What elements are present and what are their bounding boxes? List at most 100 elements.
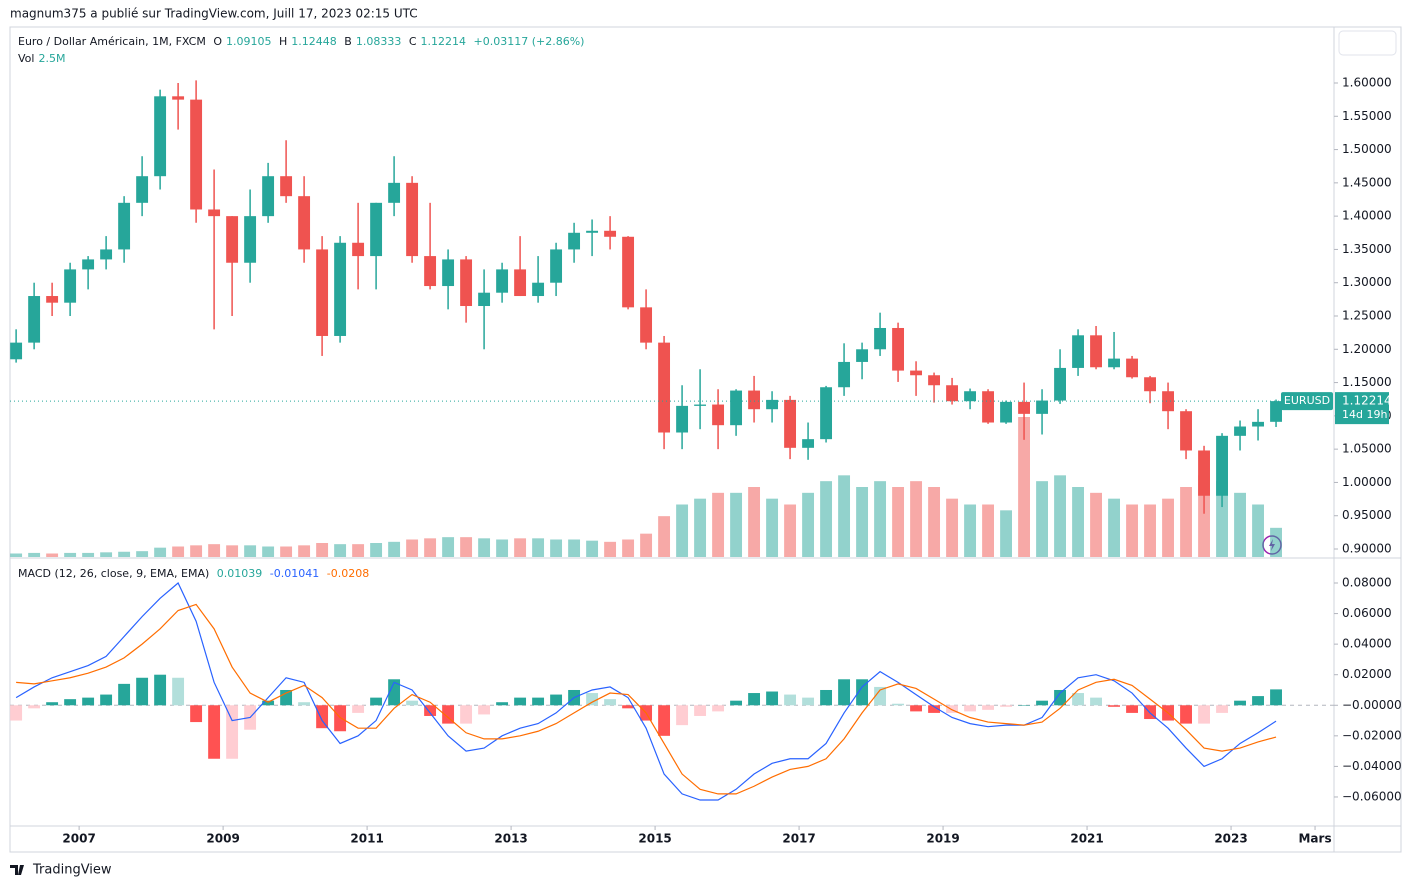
candle-body [1000,401,1012,423]
close-value: 1.12214 [420,35,467,48]
candle-body [154,96,167,177]
volume-legend: Vol 2.5M [18,52,69,65]
ohlc-label: O [213,35,222,48]
symbol-badge [1281,392,1333,411]
histogram-bar [1126,705,1138,713]
volume-bar [766,498,779,557]
candle-body [784,399,797,448]
last-price-label: 1.12214 [1342,394,1392,408]
candle-body [1108,358,1120,368]
histogram-bar [316,705,329,729]
histogram-bar [586,693,599,706]
x-tick-label: 2023 [1214,832,1247,846]
histogram-bar [1180,705,1192,724]
volume-bar [802,492,815,557]
volume-bar [1018,417,1030,557]
histogram-bar [82,697,95,706]
candle-body [1180,411,1192,451]
candle-body [1054,367,1066,401]
histogram-bar [370,697,383,706]
histogram-bar [964,705,977,712]
histogram-bar [280,689,293,706]
x-tick-label: 2013 [494,832,527,846]
volume-bar [1198,475,1210,557]
candle-body [190,99,203,210]
y-tick-label: 1.15000 [1342,375,1392,389]
x-tick-label: 2011 [350,832,383,846]
histogram-bar [226,705,239,759]
volume-bar [676,504,689,557]
histogram-bar [298,702,311,706]
candle-body [586,230,599,233]
y-tick-label: −0.04000 [1342,759,1402,773]
macd-title: MACD (12, 26, close, 9, EMA, EMA) [18,567,210,580]
x-tick-label: 2019 [926,832,959,846]
candle-body [766,399,779,410]
volume-bar [586,540,599,557]
candle-body [748,390,761,410]
candle-body [1072,335,1084,368]
histogram-bar [838,679,851,706]
volume-bar [1234,492,1246,557]
volume-bar [208,544,221,557]
volume-bar [1000,510,1012,557]
volume-bar [442,537,455,557]
histogram-bar [928,705,941,713]
histogram-bar [208,705,221,759]
y-tick-label: 1.05000 [1342,442,1392,456]
x-tick-label: 2007 [62,832,95,846]
candle-body [676,405,689,433]
candle-body [1198,450,1210,496]
candle-body [136,176,149,203]
candle-body [406,182,419,257]
candle-body [928,375,941,386]
volume-bar [388,541,401,557]
histogram-bar [1036,700,1048,706]
open-value: 1.09105 [226,35,272,48]
change-value: +0.03117 (+2.86%) [473,35,585,48]
histogram-bar [1198,705,1210,724]
candle-body [640,307,653,343]
volume-bar [1270,527,1282,557]
volume-bar [694,498,707,557]
volume-bar [514,538,527,557]
candle-body [316,249,329,336]
candle-body [658,342,671,433]
histogram-bar [946,705,959,713]
volume-bar [460,537,473,557]
brand-logo [10,865,24,875]
volume-bar [496,539,509,557]
volume-bar [424,538,437,557]
volume-bar [1054,475,1066,557]
volume-bar [1090,492,1102,557]
histogram-bar [910,705,923,712]
histogram-bar [496,702,509,706]
candle-body [1090,335,1102,368]
y-tick-label: 1.35000 [1342,242,1392,256]
candle-body [568,232,581,250]
candle-body [550,249,563,283]
published-line: magnum375 a publié sur TradingView.com, … [10,7,418,21]
candle-body [730,390,743,426]
volume-bar [64,552,77,557]
volume-bar [136,551,149,557]
histogram-bar [172,677,185,706]
volume-bar [406,539,419,557]
histogram-bar [532,697,545,706]
volume-bar [658,516,671,557]
candle-body [982,391,995,423]
candle-body [82,259,95,270]
y-tick-label: 1.55000 [1342,109,1392,123]
macd-value: -0.01041 [269,567,320,580]
histogram-bar [694,705,707,716]
candle-body [802,439,815,448]
candle-body [172,96,185,100]
countdown-label: 14d 19h [1342,408,1387,421]
settings-box[interactable] [1338,30,1397,56]
candle-body [874,327,887,350]
candle-body [424,256,437,287]
volume-bar [1036,481,1048,557]
symbol-title: Euro / Dollar Américain, 1M, FXCM [18,35,206,48]
volume-name: Vol [18,52,35,65]
y-tick-label: −0.00000 [1342,698,1402,712]
